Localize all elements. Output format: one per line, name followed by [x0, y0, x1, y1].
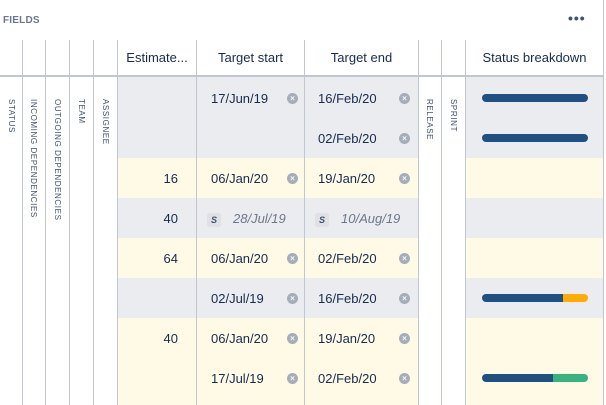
target-end-cell[interactable]: 19/Jan/20	[318, 171, 376, 186]
header-target-end[interactable]: Target end	[330, 50, 393, 65]
estimate-cell[interactable]: 40	[163, 211, 178, 226]
header-divider	[0, 75, 604, 77]
clear-icon[interactable]: ×	[399, 133, 410, 144]
clear-icon[interactable]: ×	[287, 173, 298, 184]
status-breakdown-bar[interactable]	[482, 94, 588, 102]
target-start-cell[interactable]: 17/Jun/19	[211, 91, 269, 106]
sprint-badge-icon: S	[315, 212, 329, 227]
clear-icon[interactable]: ×	[287, 93, 298, 104]
target-start-cell[interactable]: 17/Jul/19	[211, 371, 264, 386]
clear-icon[interactable]: ×	[399, 333, 410, 344]
header-estimate[interactable]: Estimate...	[126, 50, 188, 65]
estimate-cell[interactable]: 40	[163, 331, 178, 346]
clear-icon[interactable]: ×	[287, 373, 298, 384]
panel-border	[603, 0, 604, 405]
collapsed-column-team[interactable]: TEAM	[77, 99, 86, 124]
estimate-cell[interactable]: 16	[163, 171, 178, 186]
collapsed-column-assignee[interactable]: ASSIGNEE	[101, 99, 110, 145]
clear-icon[interactable]: ×	[287, 333, 298, 344]
more-options-icon[interactable]: •••	[568, 10, 586, 26]
target-end-cell[interactable]: 19/Jan/20	[318, 331, 376, 346]
target-start-cell[interactable]: 06/Jan/20	[211, 331, 269, 346]
header-status-breakdown[interactable]: Status breakdown	[482, 50, 587, 65]
clear-icon[interactable]: ×	[399, 293, 410, 304]
collapsed-column-incoming-dependencies[interactable]: INCOMING DEPENDENCIES	[29, 99, 38, 218]
collapsed-column-release[interactable]: RELEASE	[425, 99, 434, 141]
table-row-group-6	[118, 318, 603, 405]
target-end-cell[interactable]: 02/Feb/20	[318, 251, 377, 266]
clear-icon[interactable]: ×	[287, 293, 298, 304]
collapsed-column-sprint[interactable]: SPRINT	[449, 99, 458, 132]
target-start-cell[interactable]: S 28/Jul/19	[207, 211, 297, 227]
target-end-cell[interactable]: S 10/Aug/19	[315, 211, 425, 227]
status-breakdown-bar[interactable]	[482, 374, 588, 382]
table-row-3	[118, 198, 603, 238]
sprint-badge-icon: S	[207, 212, 221, 227]
fields-panel-title: FIELDS	[3, 15, 40, 26]
clear-icon[interactable]: ×	[287, 253, 298, 264]
target-start-cell[interactable]: 02/Jul/19	[211, 291, 264, 306]
table-row-2	[118, 158, 603, 198]
target-end-cell[interactable]: 02/Feb/20	[318, 371, 377, 386]
table-row-group-1	[118, 77, 603, 158]
target-end-cell[interactable]: 02/Feb/20	[318, 131, 377, 146]
clear-icon[interactable]: ×	[399, 173, 410, 184]
collapsed-column-outgoing-dependencies[interactable]: OUTGOING DEPENDENCIES	[53, 99, 62, 221]
clear-icon[interactable]: ×	[399, 373, 410, 384]
clear-icon[interactable]: ×	[399, 253, 410, 264]
status-breakdown-bar[interactable]	[482, 294, 588, 302]
clear-icon[interactable]: ×	[399, 93, 410, 104]
target-start-cell[interactable]: 06/Jan/20	[211, 171, 269, 186]
table-row-4	[118, 238, 603, 278]
target-end-cell[interactable]: 16/Feb/20	[318, 91, 377, 106]
target-start-cell[interactable]: 06/Jan/20	[211, 251, 269, 266]
collapsed-column-status[interactable]: STATUS	[7, 99, 16, 133]
header-target-start[interactable]: Target start	[217, 50, 284, 65]
estimate-cell[interactable]: 64	[163, 251, 178, 266]
status-breakdown-bar[interactable]	[482, 134, 588, 142]
target-end-cell[interactable]: 16/Feb/20	[318, 291, 377, 306]
